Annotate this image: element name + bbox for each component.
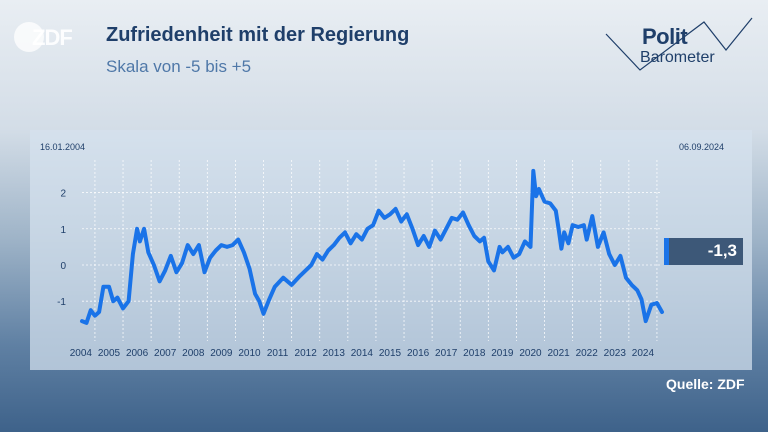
x-tick-label: 2019 (491, 348, 514, 359)
zdf-logo-circle (14, 22, 44, 52)
chart-subtitle: Skala von -5 bis +5 (106, 57, 252, 76)
x-tick-label: 2021 (547, 348, 570, 359)
politbarometer-zigzag-icon (605, 17, 753, 71)
politbarometer-logo: Polit Barometer (604, 14, 754, 74)
x-tick-label: 2012 (295, 348, 318, 359)
x-tick-label: 2004 (70, 348, 93, 359)
current-value-label: -1,3 (707, 241, 737, 260)
y-tick-label: 0 (60, 261, 66, 272)
current-value-box: -1,3 (664, 238, 743, 265)
politbarometer-word-barometer: Barometer (640, 49, 715, 66)
y-tick-label: -1 (57, 297, 66, 308)
x-tick-label: 2007 (154, 348, 177, 359)
x-tick-label: 2010 (238, 348, 261, 359)
x-tick-label: 2022 (576, 348, 599, 359)
x-tick-label: 2024 (632, 348, 655, 359)
chart-panel: 2004 2005 2006 2007 2008 2009 2010 2011 2012 2013… (30, 130, 752, 370)
x-tick-label: 2008 (182, 348, 205, 359)
x-tick-label: 2014 (351, 348, 374, 359)
x-tick-label: 2006 (126, 348, 149, 359)
x-tick-label: 2020 (519, 348, 542, 359)
x-tick-label: 2013 (323, 348, 346, 359)
x-tick-label: 2023 (604, 348, 627, 359)
source-label: Quelle: ZDF (666, 376, 745, 392)
zdf-logo-text: ZDF (32, 25, 73, 50)
line-chart: 2004 2005 2006 2007 2008 2009 2010 2011 2012 2013… (40, 142, 724, 359)
x-tick-label: 2011 (267, 348, 289, 359)
x-tick-label: 2015 (379, 348, 402, 359)
x-tick-label: 2005 (98, 348, 121, 359)
zdf-logo: ZDF (14, 22, 84, 52)
y-tick-label: 2 (60, 189, 66, 200)
y-tick-label: 1 (60, 225, 66, 236)
end-date-label: 06.09.2024 (679, 142, 724, 152)
chart-title: Zufriedenheit mit der Regierung (106, 24, 410, 46)
start-date-label: 16.01.2004 (40, 142, 85, 152)
x-tick-label: 2018 (463, 348, 486, 359)
x-tick-label: 2009 (210, 348, 233, 359)
politbarometer-word-polit: Polit (642, 24, 688, 49)
x-tick-label: 2017 (435, 348, 458, 359)
series-line (80, 168, 664, 325)
x-tick-label: 2016 (407, 348, 430, 359)
